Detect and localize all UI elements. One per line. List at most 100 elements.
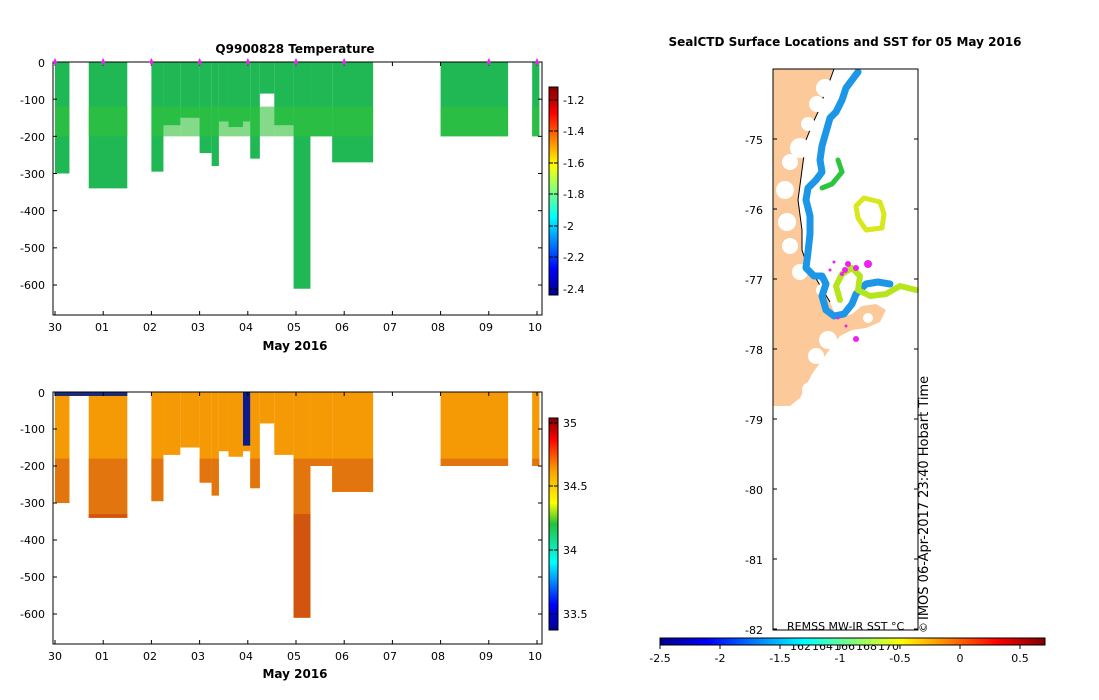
salinity-profile-column [440, 392, 509, 466]
temperature-cbar-tick-2: -1.4 [563, 125, 584, 138]
profile-marker [53, 58, 57, 66]
salinity-xtick-03: 03 [191, 650, 205, 663]
salinity-deep-band [332, 458, 374, 492]
sst-colorbar-label: REMSS MW-IR SST °C [787, 620, 905, 633]
salinity-deep-band [88, 458, 128, 518]
salinity-panel: 0 -100 -200 -300 -400 -500 -600 30 01 02… [20, 387, 587, 681]
salinity-profile-column [180, 392, 200, 448]
salinity-ytick-600: -600 [20, 608, 45, 621]
salinity-deep-band [440, 458, 509, 466]
temperature-ytick-500: -500 [20, 242, 45, 255]
salinity-xtick-07: 07 [383, 650, 397, 663]
temperature-xtick-03: 03 [191, 321, 205, 334]
map-ytick-76: -76 [745, 204, 763, 217]
salinity-profiles [55, 392, 540, 618]
salinity-deeper-band [88, 514, 128, 518]
salinity-ytick-0: 0 [38, 387, 45, 400]
sst-cbar-tick-0: 0 [957, 652, 964, 665]
map-ytick-77: -77 [745, 274, 763, 287]
salinity-profile-column [211, 392, 219, 496]
salinity-surface-layer [55, 392, 128, 396]
temperature-profile-markers [53, 58, 539, 66]
sst-track-warm [833, 265, 919, 303]
salinity-cbar-tick-34: 34 [563, 544, 577, 557]
temperature-profile-band [293, 106, 311, 137]
salinity-xtick-08: 08 [431, 650, 445, 663]
profile-marker [101, 58, 106, 66]
map-ytick-80: -80 [745, 484, 763, 497]
temperature-profile-column [180, 62, 200, 118]
sst-map-content [773, 68, 919, 406]
map-ytick-78: -78 [745, 344, 763, 357]
temperature-profile-band [310, 106, 333, 137]
salinity-xtick-04: 04 [239, 650, 253, 663]
temperature-profile-band [440, 106, 509, 137]
temperature-ytick-600: -600 [20, 279, 45, 292]
temperature-cbar-tick-7: -2.4 [563, 283, 584, 296]
temperature-profile-band [151, 106, 164, 137]
salinity-plot-frame [52, 391, 543, 645]
salinity-colorbar [548, 417, 559, 631]
sst-cbar-tick-m05: -0.5 [889, 652, 910, 665]
temperature-ytick-0: 0 [38, 57, 45, 70]
salinity-deeper-band [293, 514, 311, 618]
profile-marker [342, 58, 347, 66]
profile-locations [828, 260, 872, 342]
map-ytick-79: -79 [745, 414, 763, 427]
profile-marker [245, 58, 250, 66]
salinity-xlabel: May 2016 [262, 667, 327, 681]
salinity-ytick-100: -100 [20, 423, 45, 436]
profile-marker [294, 58, 298, 66]
imos-watermark: IMOS 06-Apr-2017 23:40 Hobart Time [917, 376, 932, 620]
temperature-ytick-300: -300 [20, 168, 45, 181]
temperature-title: Q9900828 Temperature [215, 42, 374, 56]
temperature-profile-column [532, 62, 540, 137]
temperature-profile-band [199, 106, 212, 137]
salinity-ytick-400: -400 [20, 534, 45, 547]
temperature-ytick-200: -200 [20, 131, 45, 144]
salinity-deep-band [211, 458, 219, 496]
temperature-xtick-05: 05 [287, 321, 301, 334]
map-ytick-75: -75 [745, 134, 763, 147]
temperature-panel: Q9900828 Temperature 0 -100 -200 -300 -4… [20, 42, 584, 353]
temperature-cbar-tick-3: -1.6 [563, 157, 584, 170]
temperature-profile-band [242, 106, 251, 137]
sst-cbar-tick-m25: -2.5 [649, 652, 670, 665]
salinity-ytick-500: -500 [20, 571, 45, 584]
sst-track-green [819, 157, 845, 191]
salinity-xtick-10: 10 [528, 650, 542, 663]
salinity-colorbar-ticks [549, 422, 558, 615]
temperature-ytick-400: -400 [20, 205, 45, 218]
temperature-profile-band [532, 106, 540, 137]
temperature-profile-band [274, 106, 294, 137]
temperature-cbar-tick-6: -2.2 [563, 251, 584, 264]
salinity-profile-column [259, 392, 275, 424]
salinity-xtick-30: 30 [48, 650, 62, 663]
temperature-xtick-01: 01 [95, 321, 109, 334]
salinity-deep-band [151, 458, 164, 502]
salinity-cbar-tick-35: 35 [563, 417, 577, 430]
temperature-ytick-100: -100 [20, 94, 45, 107]
temperature-xtick-09: 09 [479, 321, 493, 334]
profile-marker [535, 58, 539, 66]
temperature-cbar-tick-4: -1.8 [563, 188, 584, 201]
map-y-ticks [773, 138, 918, 630]
map-title: SealCTD Surface Locations and SST for 05… [668, 35, 1021, 49]
salinity-deep-band [250, 458, 260, 489]
salinity-profile-column [228, 392, 243, 457]
salinity-xtick-09: 09 [479, 650, 493, 663]
sst-cbar-tick-05: 0.5 [1011, 652, 1029, 665]
profile-marker [149, 58, 154, 66]
temperature-profile-band [163, 106, 181, 137]
salinity-ytick-200: -200 [20, 460, 45, 473]
temperature-xlabel: May 2016 [262, 339, 327, 353]
sst-cbar-tick-m2: -2 [715, 652, 726, 665]
salinity-profile-column [274, 392, 294, 455]
temperature-profile-band [332, 106, 374, 137]
salinity-fresh-anomaly [242, 392, 251, 446]
salinity-cbar-tick-335: 33.5 [563, 608, 588, 621]
salinity-profile-column [250, 392, 260, 489]
salinity-profile-column [310, 392, 333, 466]
salinity-deep-band [310, 458, 333, 466]
